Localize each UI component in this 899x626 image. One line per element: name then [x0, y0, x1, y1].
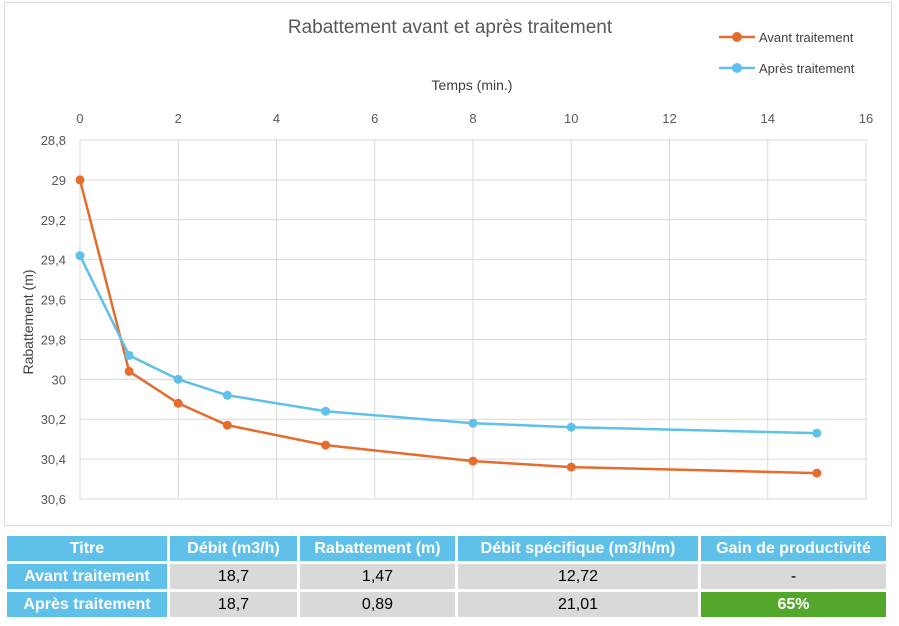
x-tick-label: 14	[761, 111, 775, 126]
header-debit-specifique: Débit spécifique (m3/h/m)	[458, 536, 698, 561]
data-point	[468, 456, 478, 466]
legend-label: Avant traitement	[759, 30, 854, 45]
y-tick-label: 29,4	[41, 253, 66, 268]
x-tick-label: 6	[371, 111, 378, 126]
row-label-apres: Après traitement	[7, 592, 167, 617]
cell-debit-specifique-apres: 21,01	[458, 592, 698, 617]
x-tick-label: 12	[662, 111, 676, 126]
data-point	[222, 420, 232, 430]
y-tick-label: 28,8	[41, 133, 66, 148]
x-tick-label: 10	[564, 111, 578, 126]
x-tick-label: 2	[175, 111, 182, 126]
table-row-avant: Avant traitement 18,7 1,47 12,72 -	[7, 564, 886, 589]
legend-swatch-marker	[732, 63, 742, 73]
data-point	[75, 175, 85, 185]
header-rabattement: Rabattement (m)	[300, 536, 455, 561]
data-point	[566, 422, 576, 432]
data-point	[222, 390, 232, 400]
y-tick-label: 29,8	[41, 332, 66, 347]
data-point	[173, 374, 183, 384]
data-point	[75, 251, 85, 261]
legend-swatch-marker	[732, 32, 742, 42]
cell-rabattement-avant: 1,47	[300, 564, 455, 589]
table-header-row: Titre Débit (m3/h) Rabattement (m) Débit…	[7, 536, 886, 561]
x-tick-label: 16	[859, 111, 873, 126]
y-axis-title: Rabattement (m)	[20, 269, 36, 374]
chart-title: Rabattement avant et après traitement	[288, 17, 613, 38]
x-tick-label: 4	[273, 111, 280, 126]
x-tick-label: 8	[469, 111, 476, 126]
data-point	[321, 406, 331, 416]
y-tick-label: 30,6	[41, 492, 66, 507]
data-point	[812, 468, 822, 478]
results-table: Titre Débit (m3/h) Rabattement (m) Débit…	[4, 533, 889, 620]
data-point	[468, 418, 478, 428]
line-chart: Rabattement avant et après traitement Te…	[20, 17, 873, 507]
y-tick-label: 29,2	[41, 213, 66, 228]
header-debit: Débit (m3/h)	[170, 536, 297, 561]
data-point	[124, 366, 134, 376]
x-axis-title: Temps (min.)	[432, 77, 513, 93]
table-row-apres: Après traitement 18,7 0,89 21,01 65%	[7, 592, 886, 617]
cell-debit-avant: 18,7	[170, 564, 297, 589]
series-line-1	[78, 179, 817, 475]
cell-gain-avant: -	[701, 564, 886, 589]
data-point	[173, 398, 183, 408]
cell-debit-apres: 18,7	[170, 592, 297, 617]
cell-rabattement-apres: 0,89	[300, 592, 455, 617]
header-gain: Gain de productivité	[701, 536, 886, 561]
row-label-avant: Avant traitement	[7, 564, 167, 589]
data-point	[124, 350, 134, 360]
y-tick-label: 30	[52, 372, 66, 387]
y-tick-label: 30,4	[41, 452, 66, 467]
cell-gain-apres: 65%	[701, 592, 886, 617]
y-tick-label: 29	[52, 173, 66, 188]
y-tick-label: 29,6	[41, 293, 66, 308]
series-line-2	[78, 255, 817, 435]
header-titre: Titre	[7, 536, 167, 561]
y-tick-label: 30,2	[41, 412, 66, 427]
legend-label: Après traitement	[759, 61, 855, 76]
data-point	[812, 428, 822, 438]
cell-debit-specifique-avant: 12,72	[458, 564, 698, 589]
chart-container: Rabattement avant et après traitement Te…	[4, 2, 892, 526]
x-tick-label: 0	[76, 111, 83, 126]
data-point	[566, 462, 576, 472]
data-point	[321, 440, 331, 450]
